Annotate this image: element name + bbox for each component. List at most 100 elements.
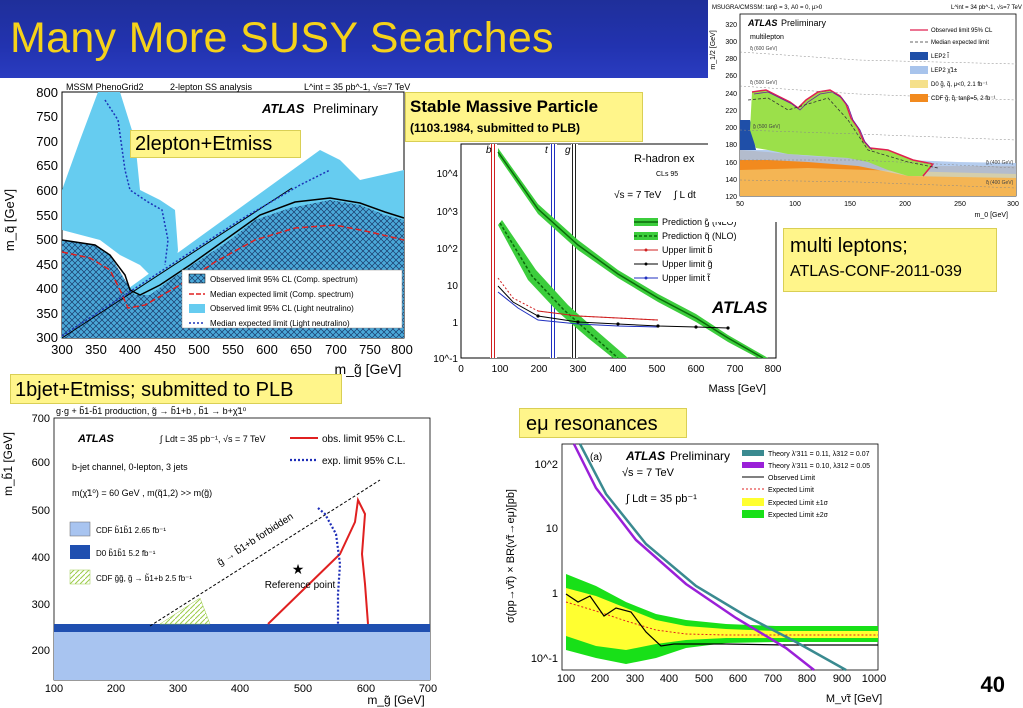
- plot2-limit-b: [537, 310, 659, 321]
- svg-text:750: 750: [359, 342, 381, 357]
- plot2-lumi: ∫ L dt: [673, 190, 696, 201]
- svg-text:600: 600: [36, 183, 58, 198]
- plot5-theory-purple: [572, 443, 815, 671]
- svg-text:1000: 1000: [862, 673, 886, 685]
- svg-text:550: 550: [36, 208, 58, 223]
- svg-text:10^2: 10^2: [437, 244, 459, 255]
- plot4-atlas: ATLAS: [77, 433, 115, 445]
- svg-text:160: 160: [725, 160, 737, 167]
- plot4-process: g·g + b̃1-b̃1 production, g̃ → b̃1+b , b…: [56, 406, 247, 416]
- plot4-yticks: 700 600 500 400 300 200: [32, 413, 50, 657]
- svg-text:LEP2 l̃: LEP2 l̃: [931, 53, 950, 60]
- plot3-xlabel: m_0 [GeV]: [975, 212, 1009, 219]
- plot3-observed-shadow: [753, 91, 873, 151]
- plot2-squark-band: [498, 220, 628, 358]
- plot3-preliminary: Preliminary: [781, 18, 827, 28]
- label-multi-leptons: multi leptons; ATLAS-CONF-2011-039: [783, 228, 997, 292]
- plot3-isomass-lines: [739, 51, 1017, 189]
- svg-text:550: 550: [222, 342, 244, 357]
- plot3-observed-line: [751, 89, 935, 177]
- plot1-legend: Observed limit 95% CL (Comp. spectrum) M…: [181, 269, 403, 329]
- svg-text:100: 100: [789, 201, 801, 208]
- svg-text:10: 10: [447, 281, 459, 292]
- svg-text:280: 280: [725, 56, 737, 63]
- plot5-theory-teal: [578, 443, 847, 672]
- plot1-legend-1: Observed limit 95% CL (Comp. spectrum): [210, 275, 358, 284]
- svg-text:500: 500: [32, 505, 50, 517]
- svg-text:200: 200: [531, 364, 548, 375]
- svg-text:Expected Limit: Expected Limit: [768, 487, 814, 494]
- svg-text:Observed limit 95% CL: Observed limit 95% CL: [931, 28, 993, 34]
- plot4-exp-limit: [317, 507, 342, 624]
- plot2-legend: Prediction g̃ (NLO) Prediction q̃ (NLO) …: [634, 217, 737, 283]
- plot1-expected-light: [61, 169, 331, 337]
- svg-text:500: 500: [695, 673, 713, 685]
- svg-text:50: 50: [736, 201, 744, 208]
- plot5-legend: Theory λ'311 = 0.11, λ312 = 0.07 Theory …: [742, 450, 870, 519]
- plot1-diagonal: [61, 187, 293, 339]
- svg-text:10^3: 10^3: [437, 207, 459, 218]
- svg-text:10^2: 10^2: [534, 459, 558, 471]
- svg-text:600: 600: [256, 342, 278, 357]
- plot3-ylabel: m_1/2 [GeV]: [710, 30, 717, 69]
- page-number: 40: [980, 672, 1005, 697]
- svg-text:150: 150: [844, 201, 856, 208]
- plot2-band-g: [571, 144, 578, 358]
- plot2-atlas: ATLAS: [711, 298, 768, 317]
- svg-text:500: 500: [188, 342, 210, 357]
- svg-text:100: 100: [492, 364, 509, 375]
- label-stable-massive-line1: Stable Massive Particle: [410, 97, 599, 116]
- svg-text:400: 400: [36, 281, 58, 296]
- svg-text:500: 500: [649, 364, 666, 375]
- plot5-xlabel: M_ν̃τ [GeV]: [826, 693, 882, 705]
- plot5-preliminary: Preliminary: [670, 449, 730, 463]
- plot2-limit-g: [497, 285, 729, 329]
- svg-text:500: 500: [294, 683, 312, 695]
- svg-text:120: 120: [725, 194, 737, 201]
- label-2lepton: 2lepton+Etmiss: [130, 130, 301, 158]
- label-stable-massive-line2: (1103.1984, submitted to PLB): [410, 121, 581, 135]
- plot3-lep2-slepton: [740, 120, 756, 150]
- plot2-band-g-label: g: [565, 145, 571, 156]
- plot2-xticks: 0 100 200 300 400 500 600 700 800: [458, 364, 782, 375]
- plot1-light-region-left: [62, 92, 178, 280]
- plot-1bjet-svg: g·g + b̃1-b̃1 production, g̃ → b̃1+b , b…: [0, 406, 437, 707]
- plot2-band-b-label: b: [486, 145, 492, 156]
- plot4-cdf-bb-region: [54, 630, 430, 680]
- plot5-panel-tag: (a): [590, 452, 602, 463]
- svg-text:600: 600: [32, 457, 50, 469]
- svg-text:220: 220: [725, 108, 737, 115]
- plot1-header-right: L^int = 35 pb^-1, √s=7 TeV: [304, 82, 410, 92]
- svg-text:320: 320: [725, 22, 737, 29]
- plot4-masses: m(χ̃1⁰) = 60 GeV , m(q̃1,2) >> m(g̃): [72, 488, 212, 498]
- label-emu: eμ resonances: [519, 408, 687, 438]
- svg-text:0: 0: [458, 364, 464, 375]
- svg-text:700: 700: [419, 683, 437, 695]
- svg-text:10^4: 10^4: [437, 169, 459, 180]
- svg-text:Observed Limit: Observed Limit: [768, 475, 815, 482]
- svg-text:650: 650: [36, 158, 58, 173]
- svg-text:800: 800: [765, 364, 782, 375]
- svg-text:Prediction g̃ (NLO): Prediction g̃ (NLO): [662, 217, 737, 227]
- plot3-header-left: MSUGRA/CMSSM: tanβ = 3, A0 = 0, μ>0: [712, 5, 823, 11]
- svg-text:600: 600: [729, 673, 747, 685]
- svg-text:200: 200: [899, 201, 911, 208]
- svg-text:400: 400: [231, 683, 249, 695]
- plot5-xticks: 100 200 300 400 500 600 700 800 900 1000: [557, 673, 886, 685]
- svg-text:300: 300: [32, 599, 50, 611]
- label-stable-massive: Stable Massive Particle (1103.1984, subm…: [405, 92, 643, 142]
- svg-text:800: 800: [36, 85, 58, 100]
- svg-text:200: 200: [591, 673, 609, 685]
- svg-text:180: 180: [725, 142, 737, 149]
- plot-2lepton: MSSM PhenoGrid2 2-lepton SS analysis L^i…: [0, 80, 420, 382]
- plot4-lumi: ∫ Ldt = 35 pb⁻¹, √s = 7 TeV: [159, 434, 266, 444]
- svg-text:600: 600: [688, 364, 705, 375]
- svg-text:450: 450: [154, 342, 176, 357]
- plot4-legend-boxes: CDF b̃1b̃1 2.65 fb⁻¹ D0 b̃1b̃1 5.2 fb⁻¹ …: [69, 521, 192, 585]
- plot-multilepton-svg: MSUGRA/CMSSM: tanβ = 3, A0 = 0, μ>0 L^in…: [710, 4, 1022, 219]
- svg-text:g̃ (400 GeV): g̃ (400 GeV): [985, 160, 1013, 166]
- plot5-yticks: 10^2 10 1 10^-1: [531, 459, 558, 665]
- plot3-expected-line: [747, 97, 939, 169]
- plot1-yticks: 800 750 700 650 600 550 500 450 400 350 …: [36, 85, 58, 345]
- svg-text:g̃ (500 GeV): g̃ (500 GeV): [752, 124, 780, 130]
